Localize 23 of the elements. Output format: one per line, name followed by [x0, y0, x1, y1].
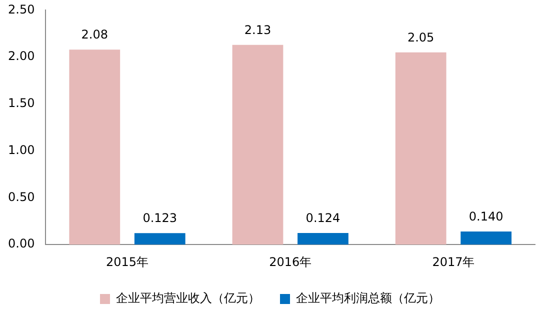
- data-label: 0.140: [468, 210, 504, 224]
- data-label: 2.13: [244, 23, 272, 38]
- bar: [460, 231, 512, 245]
- data-label: 2.05: [407, 30, 434, 45]
- y-tick-label: 2.50: [8, 2, 35, 16]
- y-tick-label: 1.50: [8, 96, 35, 110]
- y-tick-label: 2.00: [8, 49, 35, 64]
- data-label: 0.123: [142, 211, 178, 226]
- x-tick-label: 2017年: [432, 254, 475, 269]
- y-tick-label: 0.00: [8, 236, 35, 251]
- x-tick-label: 2015年: [106, 254, 149, 269]
- data-label: 2.08: [81, 28, 108, 42]
- bar: [232, 44, 284, 245]
- y-tick-label: 1.00: [8, 142, 35, 157]
- bar: [69, 50, 120, 245]
- bar: [134, 233, 186, 245]
- legend-label: 企业平均营业收入（亿元）: [116, 291, 260, 306]
- bar: [298, 232, 348, 245]
- x-tick-label: 2016年: [269, 254, 312, 269]
- y-tick-label: 0.50: [8, 190, 35, 204]
- data-label: 0.124: [306, 211, 340, 226]
- bar: [395, 52, 446, 245]
- legend-label: 企业平均利润总额（亿元）: [296, 291, 440, 306]
